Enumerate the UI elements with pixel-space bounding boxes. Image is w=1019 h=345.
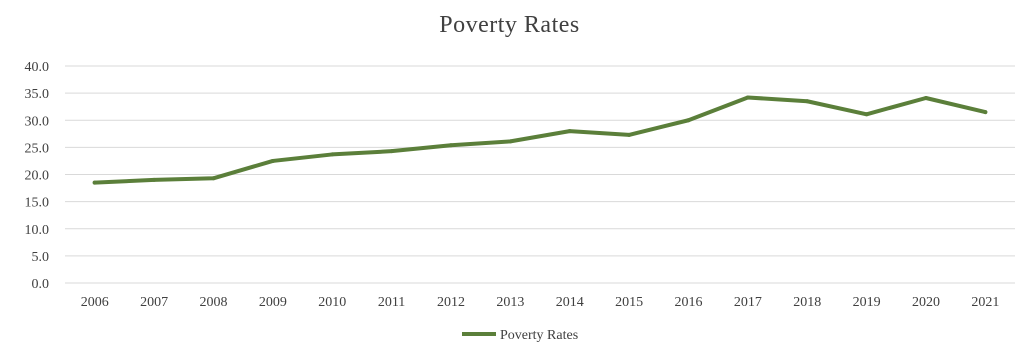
legend-label: Poverty Rates <box>500 328 578 343</box>
x-tick-label: 2012 <box>437 295 465 310</box>
data-point <box>983 110 988 115</box>
data-point <box>745 95 750 100</box>
y-tick-label: 40.0 <box>25 60 50 75</box>
x-tick-label: 2021 <box>971 295 999 310</box>
series-line <box>92 95 988 185</box>
x-tick-label: 2014 <box>556 295 584 310</box>
y-tick-label: 30.0 <box>25 114 50 129</box>
data-point <box>92 180 97 185</box>
y-tick-label: 35.0 <box>25 87 50 102</box>
x-tick-label: 2010 <box>318 295 346 310</box>
x-tick-label: 2015 <box>615 295 643 310</box>
x-tick-label: 2007 <box>140 295 168 310</box>
x-tick-label: 2018 <box>793 295 821 310</box>
data-point <box>805 99 810 104</box>
data-point <box>389 149 394 154</box>
y-tick-label: 20.0 <box>25 169 50 184</box>
x-tick-label: 2013 <box>496 295 524 310</box>
data-point <box>270 158 275 163</box>
chart-title: Poverty Rates <box>439 12 580 38</box>
y-tick-label: 0.0 <box>32 277 50 292</box>
y-tick-label: 5.0 <box>32 250 50 265</box>
data-point <box>330 152 335 157</box>
data-point <box>864 112 869 117</box>
data-point <box>508 139 513 144</box>
y-tick-label: 15.0 <box>25 196 50 211</box>
y-tick-label: 10.0 <box>25 223 50 238</box>
data-point <box>448 143 453 148</box>
x-tick-label: 2019 <box>853 295 881 310</box>
x-tick-label: 2020 <box>912 295 940 310</box>
x-tick-label: 2008 <box>199 295 227 310</box>
data-point <box>686 118 691 123</box>
data-point <box>627 132 632 137</box>
x-tick-label: 2006 <box>81 295 109 310</box>
data-point <box>152 177 157 182</box>
x-tick-label: 2016 <box>674 295 702 310</box>
data-point <box>211 176 216 181</box>
data-point <box>567 129 572 134</box>
x-tick-label: 2011 <box>378 295 405 310</box>
x-tick-label: 2017 <box>734 295 762 310</box>
data-point <box>923 96 928 101</box>
x-tick-label: 2009 <box>259 295 287 310</box>
y-tick-label: 25.0 <box>25 141 50 156</box>
